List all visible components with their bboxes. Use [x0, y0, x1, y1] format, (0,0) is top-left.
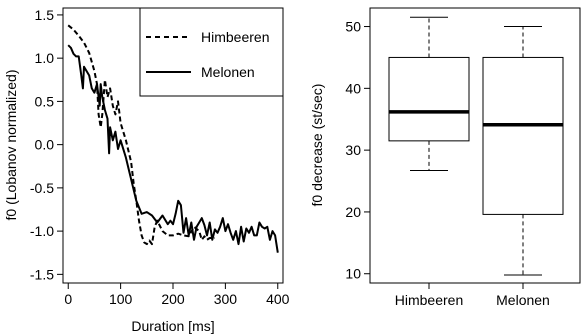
left-y-tick-label: 1.5: [35, 7, 55, 23]
box-melonen: Melonen: [482, 26, 564, 308]
right-ticks: 10 20 30 40 50: [345, 19, 370, 282]
left-panel: 0 100 200 300 400 -1.5 -1.0 -0.5 0.0 0.5 1.0 1.5 Hi…: [3, 7, 290, 334]
legend-himbeeren-label: Himbeeren: [201, 29, 269, 45]
right-plot-frame: [369, 7, 581, 284]
left-y-tick-label: 0.0: [35, 137, 55, 153]
left-x-tick-label: 100: [109, 291, 133, 307]
right-y-tick-label: 10: [345, 266, 361, 282]
right-y-tick-label: 40: [345, 80, 361, 96]
left-x-axis-label: Duration [ms]: [131, 318, 214, 334]
left-y-tick-label: 1.0: [35, 50, 55, 66]
box-himbeeren: Himbeeren: [388, 16, 470, 308]
left-x-tick-label: 400: [266, 291, 290, 307]
left-x-tick-label: 200: [161, 291, 185, 307]
box-iqr: [482, 56, 564, 215]
left-series: [67, 24, 279, 253]
left-ticks: 0 100 200 300 400 -1.5 -1.0 -0.5 0.0 0.5 1.0 1.5: [30, 7, 290, 307]
box-iqr: [388, 56, 470, 142]
legend-melonen-label: Melonen: [201, 64, 255, 80]
right-y-tick-label: 30: [345, 142, 361, 158]
legend-box: [139, 7, 284, 97]
left-x-tick-label: 0: [64, 291, 72, 307]
right-boxes: Himbeeren Melonen: [388, 16, 564, 308]
left-x-tick-label: 300: [214, 291, 238, 307]
right-x-tick-label: Himbeeren: [395, 292, 463, 308]
left-y-tick-label: 0.5: [35, 93, 55, 109]
series-line-himbeeren: [67, 24, 215, 246]
right-panel: 10 20 30 40 50 Himbeeren Melonen f0 decrease …: [309, 7, 581, 308]
right-y-tick-label: 20: [345, 204, 361, 220]
right-y-tick-label: 50: [345, 19, 361, 35]
left-y-tick-label: -0.5: [30, 180, 54, 196]
right-y-axis-label: f0 decrease (st/sec): [309, 84, 325, 207]
right-x-tick-label: Melonen: [496, 292, 550, 308]
left-y-tick-label: -1.0: [30, 223, 54, 239]
series-line-melonen: [67, 44, 279, 253]
left-y-axis-label: f0 (Lobanov normalized): [3, 70, 19, 221]
left-legend: Himbeeren Melonen: [139, 7, 284, 97]
left-y-tick-label: -1.5: [30, 266, 54, 282]
